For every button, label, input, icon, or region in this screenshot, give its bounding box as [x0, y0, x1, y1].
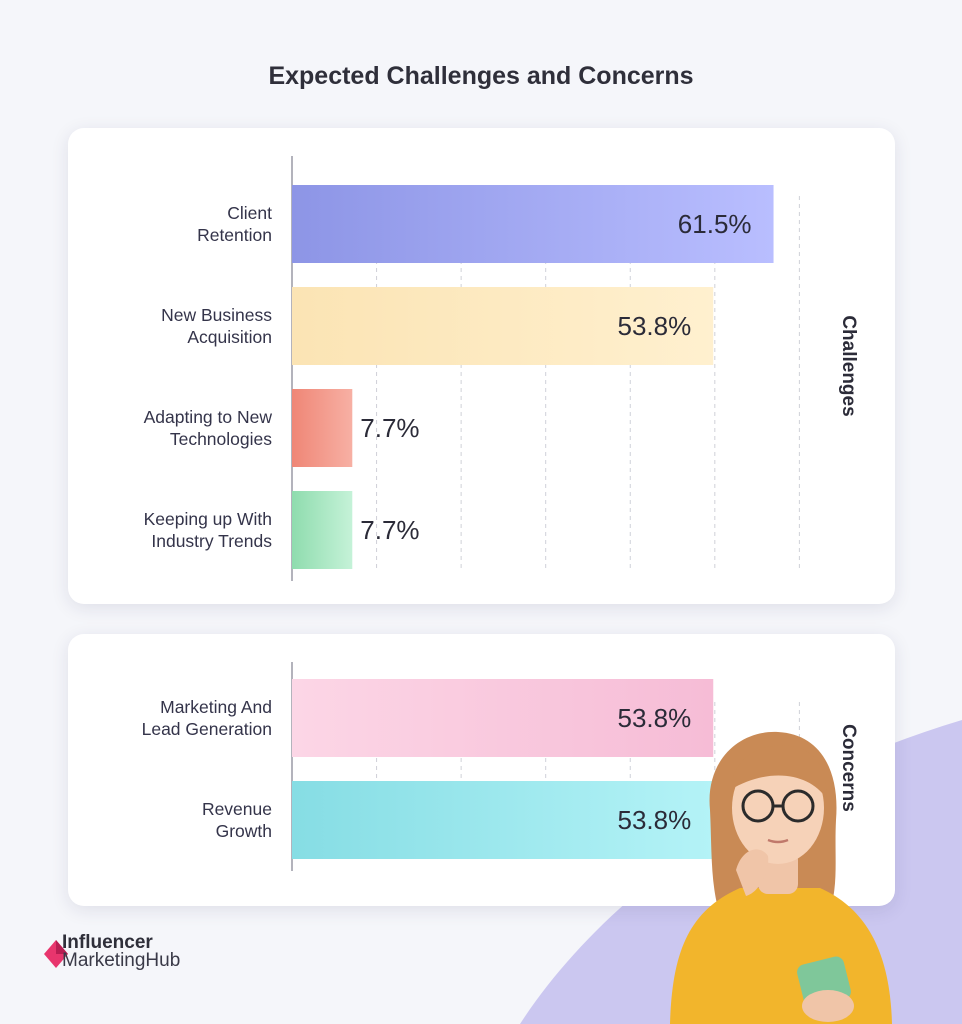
diamond-logo-icon — [44, 940, 68, 968]
bar — [292, 679, 714, 757]
bar — [292, 287, 714, 365]
value-label: 53.8% — [618, 311, 692, 341]
section-label: Challenges — [838, 315, 859, 416]
logo: Influencer MarketingHub — [42, 932, 242, 972]
logo-line-2: MarketingHub — [62, 950, 181, 971]
challenges-card: Client Retention 61.5% New Business Acquisit… — [68, 128, 895, 604]
bar — [292, 781, 714, 859]
value-label: 7.7% — [360, 515, 419, 545]
logo-line-1: Influencer — [62, 932, 153, 953]
value-label: 7.7% — [360, 413, 419, 443]
category-label: Marketing And Lead Generation — [142, 697, 272, 739]
person-illustration — [670, 731, 892, 1024]
bar — [292, 491, 353, 569]
category-label: New Business Acquisition — [161, 305, 272, 347]
category-label: Revenue Growth — [202, 799, 272, 841]
value-label: 61.5% — [678, 209, 752, 239]
page-title: Expected Challenges and Concerns — [268, 62, 694, 90]
bar — [292, 185, 774, 263]
concerns-chart: Marketing And Lead Generation 53.8% Revenue… — [142, 662, 859, 871]
bar — [292, 389, 353, 467]
section-label: Concerns — [838, 724, 859, 812]
value-label: 53.8% — [618, 703, 692, 733]
category-label: Keeping up With Industry Trends — [144, 509, 273, 551]
category-label: Adapting to New Technologies — [144, 407, 273, 449]
challenges-chart: Client Retention 61.5% New Business Acquisit… — [144, 156, 859, 581]
category-label: Client Retention — [197, 203, 272, 245]
value-label: 53.8% — [618, 805, 692, 835]
